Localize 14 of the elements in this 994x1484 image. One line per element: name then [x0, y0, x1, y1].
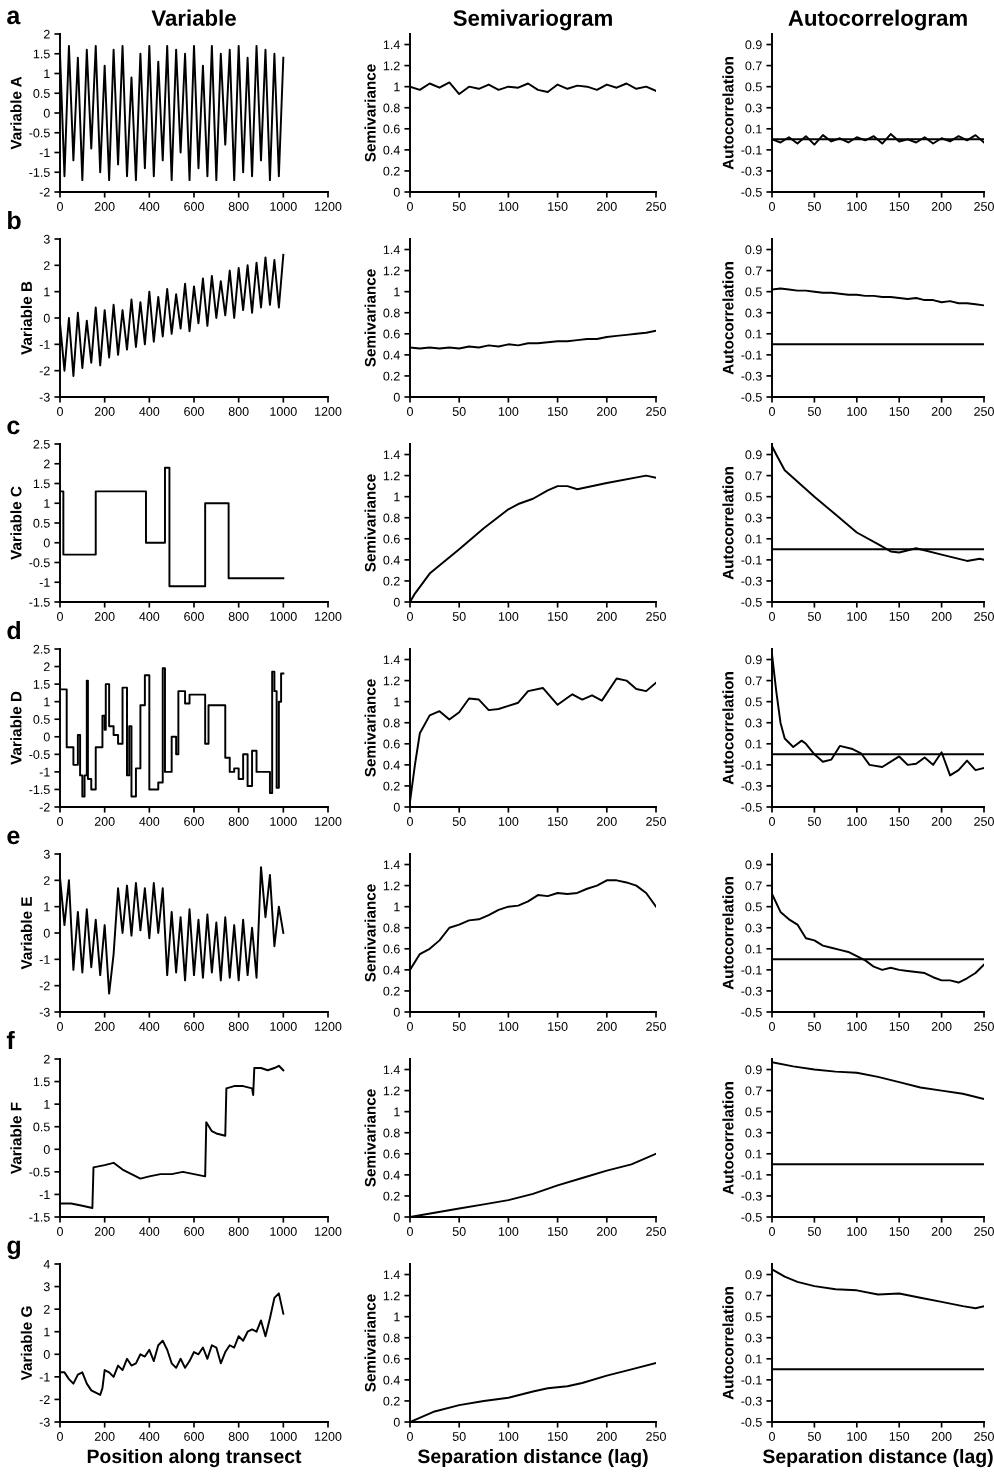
- text: b: [8, 210, 21, 230]
- x-axis-title: Position along transect: [87, 1448, 302, 1468]
- text: f: [6, 1030, 15, 1050]
- chart-title: Variable: [151, 9, 236, 26]
- chart-title: Semivariogram: [453, 9, 612, 31]
- x-axis-title: Separation distance (lag): [417, 1448, 648, 1468]
- text: c: [7, 420, 20, 435]
- text: d: [7, 620, 21, 640]
- line-series: [60, 1064, 285, 1209]
- chart-title: Autocorrelogram: [788, 9, 967, 31]
- text: a: [7, 10, 21, 25]
- text: e: [7, 830, 20, 845]
- x-axis-title: Separation distance (lag): [762, 1448, 993, 1468]
- text: g: [7, 1240, 20, 1260]
